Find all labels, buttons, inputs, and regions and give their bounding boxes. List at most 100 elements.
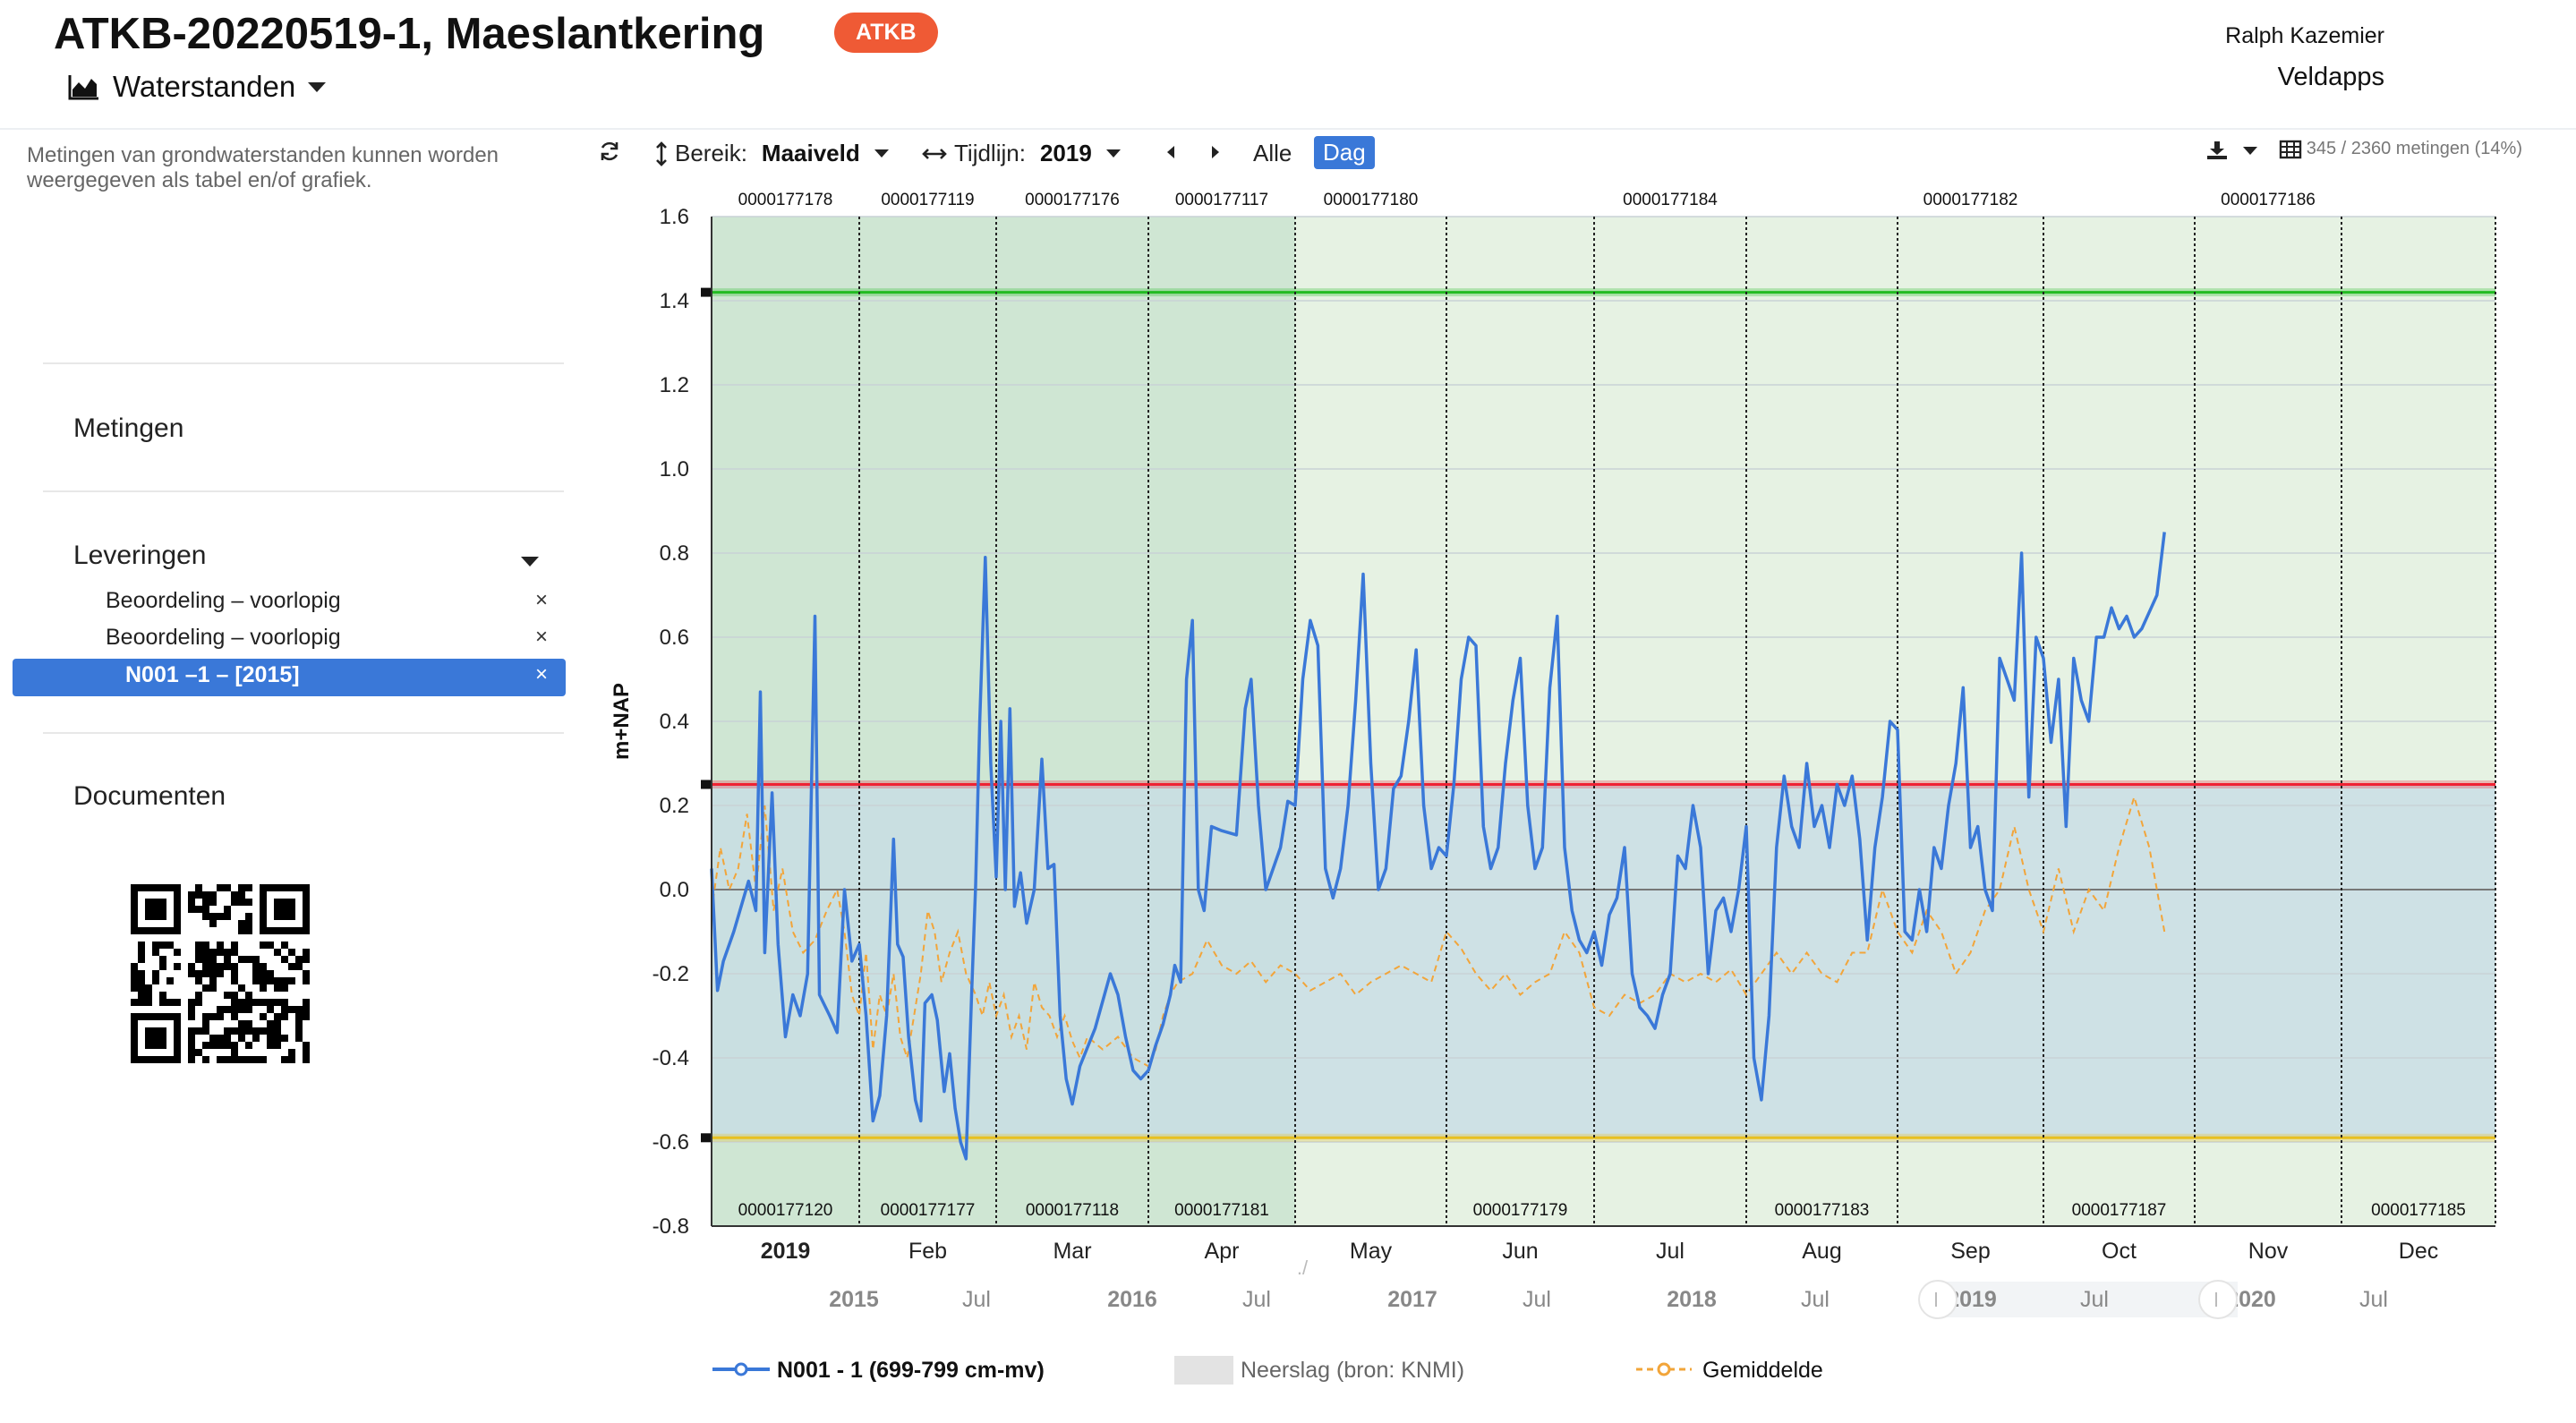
qr-module (202, 906, 209, 913)
day-button[interactable]: Dag (1314, 136, 1375, 169)
qr-module (303, 956, 310, 963)
qr-module (166, 999, 174, 1006)
qr-module (209, 984, 217, 992)
qr-module (166, 942, 174, 949)
qr-module (260, 963, 267, 970)
delivery-label-bottom: 0000177118 (1026, 1201, 1119, 1220)
qr-module (252, 970, 260, 977)
qr-module (166, 977, 174, 984)
y-axis-label: m+NAP (610, 683, 634, 760)
qr-module (238, 1006, 245, 1013)
qr-module (188, 1013, 195, 1020)
qr-module (159, 942, 166, 949)
qr-module (288, 977, 295, 984)
qr-module (231, 999, 238, 1006)
qr-module (202, 899, 209, 906)
qr-module (288, 1056, 295, 1063)
qr-module (202, 1056, 209, 1063)
qr-module (224, 906, 231, 913)
qr-module (217, 884, 224, 891)
qr-module (267, 1020, 274, 1027)
qr-module (245, 1056, 252, 1063)
qr-module (245, 884, 252, 891)
table-view-button[interactable] (2279, 140, 2302, 159)
remove-icon[interactable]: × (535, 662, 549, 686)
x-tick-label: 2019 (761, 1239, 811, 1264)
qr-module (217, 913, 224, 920)
section-metingen[interactable]: Metingen (73, 413, 184, 443)
delivery-item[interactable]: Beoordeling – voorlopig (106, 625, 341, 650)
qr-module (260, 984, 267, 992)
all-button[interactable]: Alle (1253, 140, 1292, 166)
threshold-marker (701, 780, 712, 789)
chart-axes: 1.6 1.4 1.2 1.0 0.8 0.6 0.4 0.2 0.0 -0.2 -0.4 -0.6 -… (610, 205, 2495, 1264)
qr-module (238, 984, 245, 992)
legend-symbol-neerslag (1174, 1356, 1233, 1385)
qr-module (195, 977, 202, 984)
refresh-button[interactable] (598, 140, 621, 163)
timeline-selector[interactable]: Tijdlijn: 2019 (922, 140, 1121, 167)
qr-module (152, 977, 159, 984)
delivery-label-top: 0000177182 (1923, 191, 2018, 209)
delivery-item-active[interactable] (13, 659, 566, 696)
navigator-handle (1918, 1280, 1958, 1319)
qr-module (209, 1042, 217, 1049)
qr-module (238, 1027, 245, 1035)
x-tick-label: Nov (2248, 1239, 2289, 1264)
qr-module (202, 1042, 209, 1049)
next-button[interactable] (1210, 145, 1221, 159)
delivery-label-bottom: 0000177187 (2072, 1201, 2167, 1220)
qr-module (281, 1013, 288, 1020)
qr-module (231, 1006, 238, 1013)
qr-module (217, 970, 224, 977)
remove-icon[interactable]: × (535, 588, 549, 612)
qr-module (288, 1049, 295, 1056)
qr-module (217, 942, 224, 949)
qr-module (295, 1020, 303, 1027)
app-name[interactable]: Veldapps (2277, 63, 2384, 91)
y-tick-label: -0.6 (653, 1130, 689, 1155)
qr-code-icon[interactable] (131, 884, 310, 1063)
qr-module (231, 1013, 238, 1020)
qr-module (209, 920, 217, 927)
qr-module (188, 899, 195, 906)
qr-module (245, 992, 252, 999)
chevron-right-icon (1212, 146, 1219, 158)
qr-module (209, 891, 217, 899)
user-name[interactable]: Ralph Kazemier (2225, 23, 2384, 48)
qr-module (131, 970, 138, 977)
view-selector[interactable]: Waterstanden (68, 70, 327, 104)
qr-module (145, 984, 152, 992)
navigator-tick-label: Jul (962, 1287, 991, 1312)
qr-module (188, 1056, 195, 1063)
org-badge: ATKB (834, 13, 938, 53)
remove-icon[interactable]: × (535, 625, 549, 649)
delivery-item[interactable]: Beoordeling – voorlopig (106, 588, 341, 613)
qr-module (231, 963, 238, 970)
prev-button[interactable] (1165, 145, 1176, 159)
range-selector[interactable]: Bereik: Maaiveld (655, 140, 889, 167)
navigator-handle (2198, 1280, 2238, 1319)
qr-module (159, 992, 166, 999)
qr-module (281, 1035, 288, 1042)
qr-module (209, 913, 217, 920)
download-button[interactable] (2205, 140, 2257, 161)
qr-module (202, 1013, 209, 1020)
qr-module (188, 970, 195, 977)
section-leveringen[interactable]: Leveringen (73, 541, 207, 570)
qr-module (231, 1056, 238, 1063)
qr-module (267, 1042, 274, 1049)
section-documenten[interactable]: Documenten (73, 781, 226, 811)
qr-module (267, 1027, 274, 1035)
delivery-label-bottom: 0000177120 (738, 1201, 833, 1220)
qr-module (145, 999, 152, 1006)
qr-module (260, 1027, 267, 1035)
qr-module (274, 1027, 281, 1035)
measurement-count: 345 / 2360 metingen (14%) (2306, 139, 2522, 158)
qr-module (188, 891, 195, 899)
qr-module (224, 1042, 231, 1049)
chevron-down-icon[interactable] (521, 555, 539, 571)
qr-module (202, 970, 209, 977)
qr-module (303, 1049, 310, 1056)
